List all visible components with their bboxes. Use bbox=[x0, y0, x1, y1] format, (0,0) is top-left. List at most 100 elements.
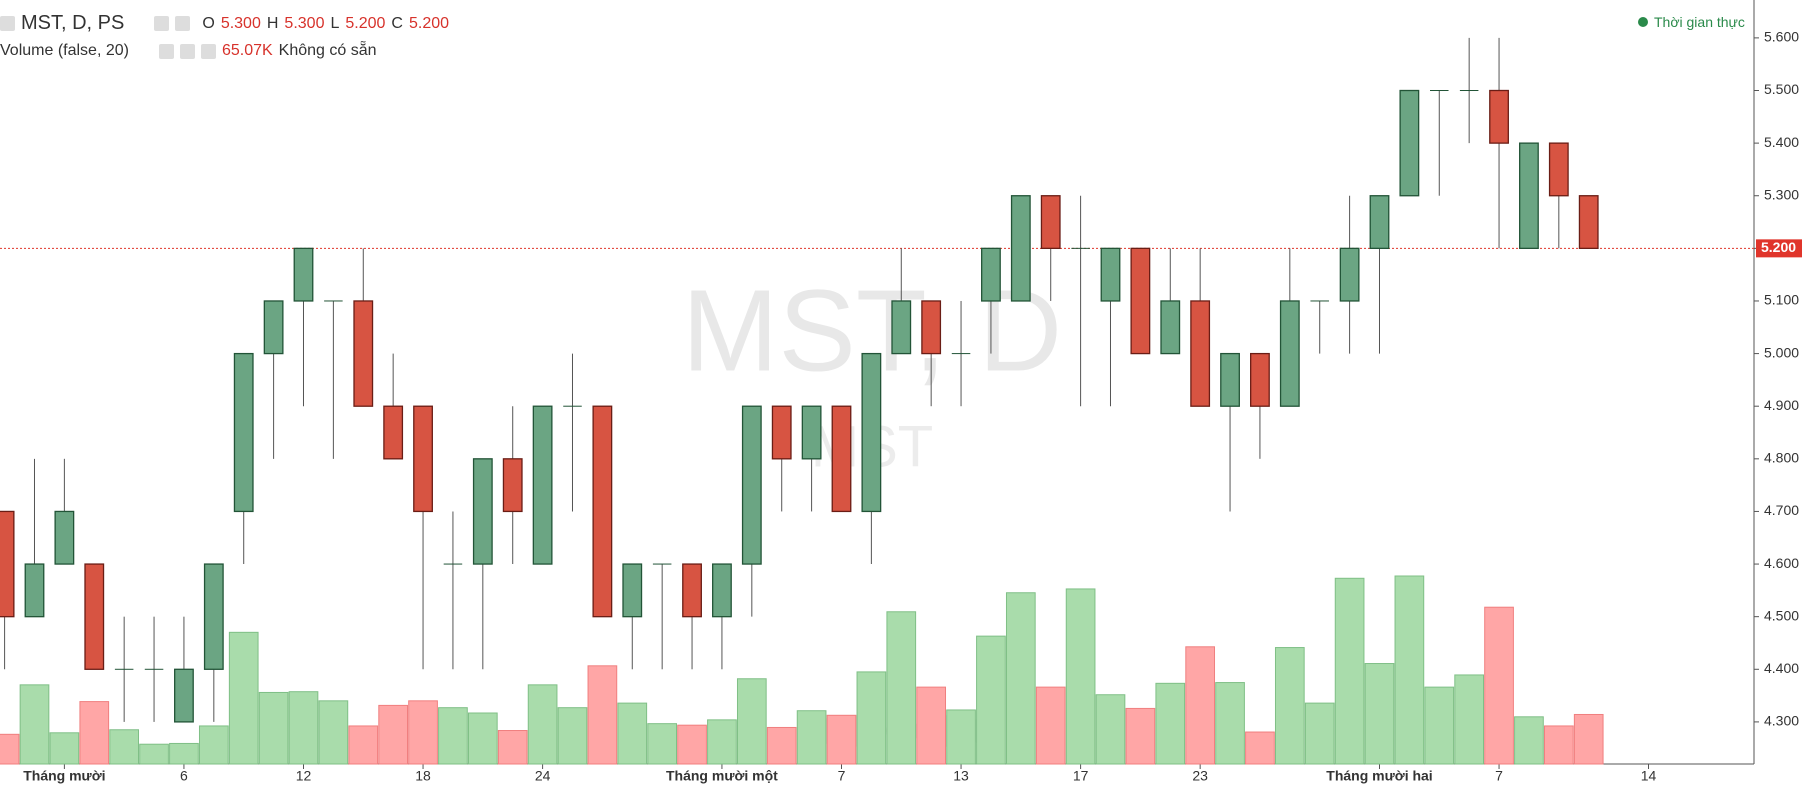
candle-body bbox=[921, 300, 942, 355]
candle-body bbox=[622, 563, 643, 618]
x-tick-label: 7 bbox=[1495, 768, 1503, 784]
volume-bar bbox=[0, 733, 20, 765]
candle-body bbox=[84, 563, 105, 670]
ohlc-key: H bbox=[266, 14, 279, 32]
candle-body bbox=[861, 352, 882, 513]
volume-bar bbox=[677, 724, 707, 765]
volume-bar bbox=[1095, 694, 1126, 765]
ohlc-key: O bbox=[202, 14, 215, 32]
candle-body bbox=[1100, 247, 1121, 302]
collapse-icon[interactable] bbox=[0, 16, 15, 31]
eye-icon[interactable] bbox=[154, 16, 170, 31]
candle-body bbox=[24, 563, 45, 618]
candle-body bbox=[383, 405, 404, 460]
settings-icon[interactable] bbox=[179, 43, 195, 59]
volume-bar bbox=[497, 730, 528, 765]
volume-bar bbox=[19, 684, 50, 765]
candle-body bbox=[801, 405, 822, 460]
candle-body bbox=[1489, 89, 1509, 144]
candle-body bbox=[443, 563, 463, 565]
volume-bar bbox=[258, 691, 289, 765]
x-tick-label: 12 bbox=[296, 768, 312, 784]
volume-bar bbox=[139, 743, 169, 765]
candle-body bbox=[1430, 90, 1449, 92]
candle-body bbox=[263, 300, 284, 355]
candle-body bbox=[1339, 247, 1360, 302]
y-tick-label: 4.300 bbox=[1764, 713, 1799, 729]
volume-bar bbox=[49, 732, 80, 765]
ohlc-key: C bbox=[391, 14, 403, 32]
volume-bar bbox=[976, 635, 1006, 765]
close-icon[interactable] bbox=[200, 43, 216, 59]
candle-body bbox=[951, 353, 971, 355]
volume-bar bbox=[1274, 647, 1305, 765]
volume-bar bbox=[826, 714, 857, 765]
y-tick-label: 4.400 bbox=[1764, 660, 1799, 676]
x-tick-label: Tháng mười bbox=[23, 768, 105, 784]
y-tick-label: 5.500 bbox=[1764, 81, 1799, 97]
candle-body bbox=[891, 300, 912, 355]
eye-icon[interactable] bbox=[158, 43, 174, 59]
y-tick-label: 5.600 bbox=[1764, 29, 1799, 45]
volume-bar bbox=[318, 700, 349, 765]
candle-body bbox=[1519, 142, 1539, 250]
candle-body bbox=[413, 405, 433, 513]
candle-body bbox=[203, 563, 224, 670]
volume-bar bbox=[527, 684, 558, 765]
volume-bar bbox=[348, 725, 379, 765]
volume-bar bbox=[1484, 606, 1514, 765]
candle-body bbox=[54, 510, 75, 565]
candle-body bbox=[114, 668, 134, 670]
candle-body bbox=[1548, 142, 1569, 197]
status: Thời gian thực bbox=[1638, 14, 1745, 30]
settings-icon[interactable] bbox=[175, 16, 191, 31]
x-tick-label: 13 bbox=[953, 768, 969, 784]
volume-bar bbox=[79, 701, 110, 765]
volume-bar bbox=[438, 707, 468, 765]
volume-bar bbox=[1304, 702, 1335, 765]
candle-body bbox=[831, 405, 852, 513]
x-tick-label: 24 bbox=[535, 768, 551, 784]
volume-bar bbox=[766, 726, 797, 765]
volume-bar bbox=[1364, 663, 1395, 765]
candle-body bbox=[1369, 195, 1390, 250]
ohlc-value: 5.200 bbox=[345, 14, 386, 32]
candle-body bbox=[1190, 300, 1211, 407]
candle-body bbox=[293, 247, 314, 302]
candle-body bbox=[1040, 195, 1061, 250]
volume-note: Không có sẵn bbox=[278, 42, 377, 59]
candle-body bbox=[652, 563, 672, 565]
volume-bar bbox=[1155, 682, 1186, 765]
volume-bar bbox=[886, 611, 917, 765]
volume-bar bbox=[408, 700, 438, 765]
y-tick-label: 4.500 bbox=[1764, 607, 1799, 623]
volume-bar bbox=[288, 691, 319, 765]
x-tick-label: Tháng mười hai bbox=[1326, 768, 1432, 784]
status-dot bbox=[1638, 17, 1648, 27]
candle-body bbox=[981, 247, 1001, 302]
volume-bar bbox=[1185, 646, 1216, 765]
volume-bar bbox=[796, 710, 827, 765]
volume-bar bbox=[1125, 707, 1156, 765]
y-tick-label: 5.100 bbox=[1764, 292, 1799, 308]
candle-body bbox=[0, 510, 15, 618]
volume-study: Volume (false, 20) bbox=[0, 42, 129, 59]
candle-body bbox=[324, 300, 343, 302]
y-tick-label: 4.800 bbox=[1764, 450, 1799, 466]
ohlc-value: 5.300 bbox=[220, 14, 261, 32]
candle-body bbox=[712, 563, 732, 618]
volume-bar bbox=[557, 707, 588, 765]
y-tick-label: 5.300 bbox=[1764, 186, 1799, 202]
last-price-label: 5.200 bbox=[1761, 239, 1796, 255]
x-tick-label: 17 bbox=[1073, 768, 1089, 784]
x-tick-label: Tháng mười một bbox=[666, 768, 778, 784]
volume-bar bbox=[1334, 577, 1365, 765]
candle-body bbox=[1279, 300, 1300, 407]
y-tick-label: 4.600 bbox=[1764, 555, 1799, 571]
volume-bars bbox=[0, 575, 1604, 765]
x-tick-label: 7 bbox=[838, 768, 846, 784]
volume-bar bbox=[946, 709, 976, 765]
volume-bar bbox=[587, 665, 618, 765]
x-tick-label: 14 bbox=[1641, 768, 1657, 784]
